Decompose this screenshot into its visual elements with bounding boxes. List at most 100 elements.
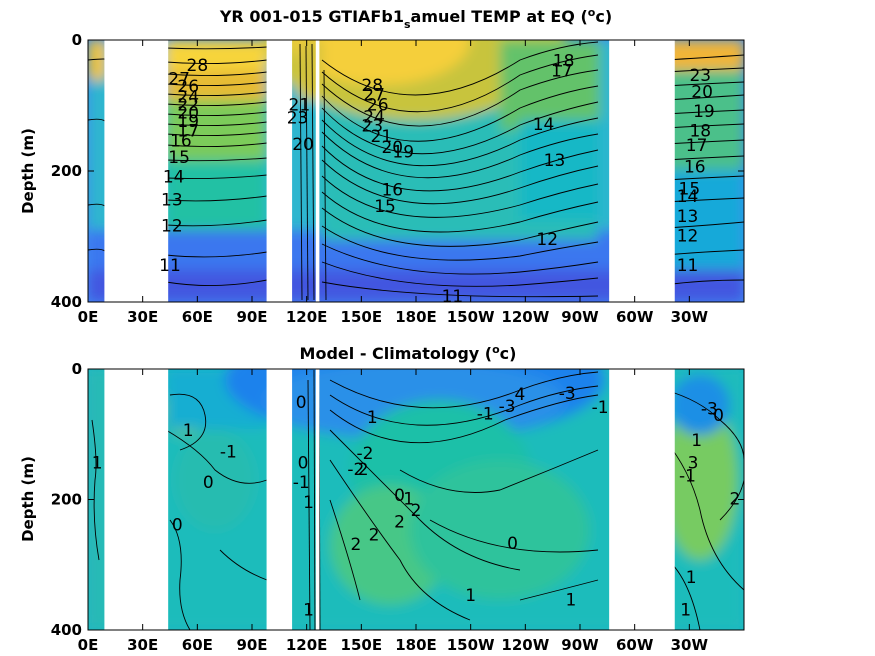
x-tick-label: 0E (78, 308, 99, 326)
land-gap (315, 40, 320, 302)
contour-label: 16 (381, 181, 403, 201)
panel-title: YR 001-015 GTIAFb1samuel TEMP at EQ (oc) (219, 6, 612, 31)
contour-label: 20 (177, 103, 199, 123)
land-gap (266, 40, 293, 302)
contour-label: 2 (411, 501, 422, 521)
contour-label: 13 (677, 207, 699, 227)
contour-label: 0 (172, 516, 183, 536)
contour-label: 28 (361, 76, 383, 96)
contour-label: 0 (298, 454, 309, 474)
contour-label: 12 (161, 217, 183, 237)
contour-label: 3 (688, 454, 699, 474)
y-tick-label: 200 (51, 162, 82, 180)
contour-label: 2 (358, 460, 369, 480)
contour-label: 0 (296, 393, 307, 413)
contour-label: 23 (361, 116, 383, 136)
contour-label: -3 (701, 399, 718, 419)
contour-label: 22 (177, 96, 199, 116)
contour-label: 19 (177, 112, 199, 132)
contour-label: 19 (693, 102, 715, 122)
contour-label: 21 (289, 96, 311, 116)
x-tick-label: 120W (501, 308, 549, 326)
contour-label: 17 (551, 61, 573, 81)
y-axis-label: Depth (m) (19, 128, 37, 214)
x-tick-label: 0E (78, 636, 99, 654)
contour-label: -1 (477, 405, 494, 425)
contour-label: 1 (367, 408, 378, 428)
contour-label: 16 (684, 158, 706, 178)
x-tick-label: 30E (127, 308, 158, 326)
y-axis-label: Depth (m) (19, 456, 37, 542)
contour-label: 0 (507, 534, 518, 554)
contour-label: 23 (287, 109, 309, 129)
contour-label: 18 (689, 122, 711, 142)
land-mask (104, 369, 675, 630)
contour-label: 1 (680, 600, 691, 620)
contour-label: 2 (729, 490, 740, 510)
contour-label: 4 (514, 385, 525, 405)
x-tick-label: 30E (127, 636, 158, 654)
contour-label: 20 (381, 138, 403, 158)
x-tick-label: 180E (395, 636, 437, 654)
contour-label: 0 (713, 406, 724, 426)
axis-ticks: 0E 30E 60E 90E 120E 150E 180E 150W 120W 90W 60W 30W… (51, 31, 744, 326)
contour-label: 14 (677, 187, 699, 207)
y-tick-label: 400 (51, 293, 82, 311)
x-tick-label: 180E (395, 308, 437, 326)
contour-label: 24 (363, 107, 385, 127)
difference-panel: Model - Climatology (oc) (19, 343, 745, 654)
x-tick-label: 150W (447, 308, 495, 326)
contour-label: 20 (691, 82, 713, 102)
contour-label: -1 (293, 473, 310, 493)
land-gap (266, 369, 293, 630)
contour-label: 12 (536, 230, 558, 250)
x-tick-label: 90E (236, 308, 267, 326)
land-gap (104, 369, 169, 630)
contour-label: 26 (177, 77, 199, 97)
x-tick-label: 150E (341, 308, 383, 326)
land-mask (104, 40, 675, 302)
contour-label: 15 (374, 197, 396, 217)
contour-labels: 2827262422201917161514131211212320282726… (159, 52, 715, 307)
contour-label: 11 (159, 256, 181, 276)
contour-label: 1 (565, 591, 576, 611)
y-tick-label: 400 (51, 621, 82, 639)
contour-label: 27 (168, 69, 190, 89)
contour-label: 0 (203, 473, 214, 493)
x-tick-label: 30W (671, 636, 709, 654)
contour-label: 15 (679, 179, 701, 199)
contour-label: 1 (686, 568, 697, 588)
contour-label: 1 (303, 493, 314, 513)
contour-label: 16 (170, 132, 192, 152)
temperature-field: 2827262422201917161514131211212320282726… (88, 40, 744, 307)
x-tick-label: 30W (671, 308, 709, 326)
x-tick-label: 150E (341, 636, 383, 654)
temperature-panel: YR 001-015 GTIAFb1samuel TEMP at EQ (oc) (19, 6, 745, 326)
contour-label: 1 (303, 600, 314, 620)
y-tick-label: 0 (72, 360, 82, 378)
contour-label: -3 (499, 397, 516, 417)
contour-label: -3 (559, 384, 576, 404)
contour-label: 11 (442, 287, 464, 307)
contour-label: -1 (592, 398, 609, 418)
x-tick-label: 120E (286, 308, 328, 326)
panel-title: Model - Climatology (oc) (300, 343, 517, 363)
y-tick-label: 200 (51, 491, 82, 509)
contour-label: 0 (394, 486, 405, 506)
x-tick-label: 150W (447, 636, 495, 654)
contour-label: 28 (187, 56, 209, 76)
contour-label: 24 (177, 88, 199, 108)
contour-label: 1 (465, 586, 476, 606)
contour-label: 11 (677, 256, 699, 276)
contour-label: 21 (371, 127, 393, 147)
x-tick-label: 60W (616, 636, 654, 654)
contour-label: 17 (686, 136, 708, 156)
contour-label: 14 (163, 168, 185, 188)
contour-label: 2 (369, 525, 380, 545)
contour-label: 1 (691, 431, 702, 451)
x-tick-label: 120W (501, 636, 549, 654)
contour-label: 2 (394, 512, 405, 532)
contour-label: 27 (363, 86, 385, 106)
